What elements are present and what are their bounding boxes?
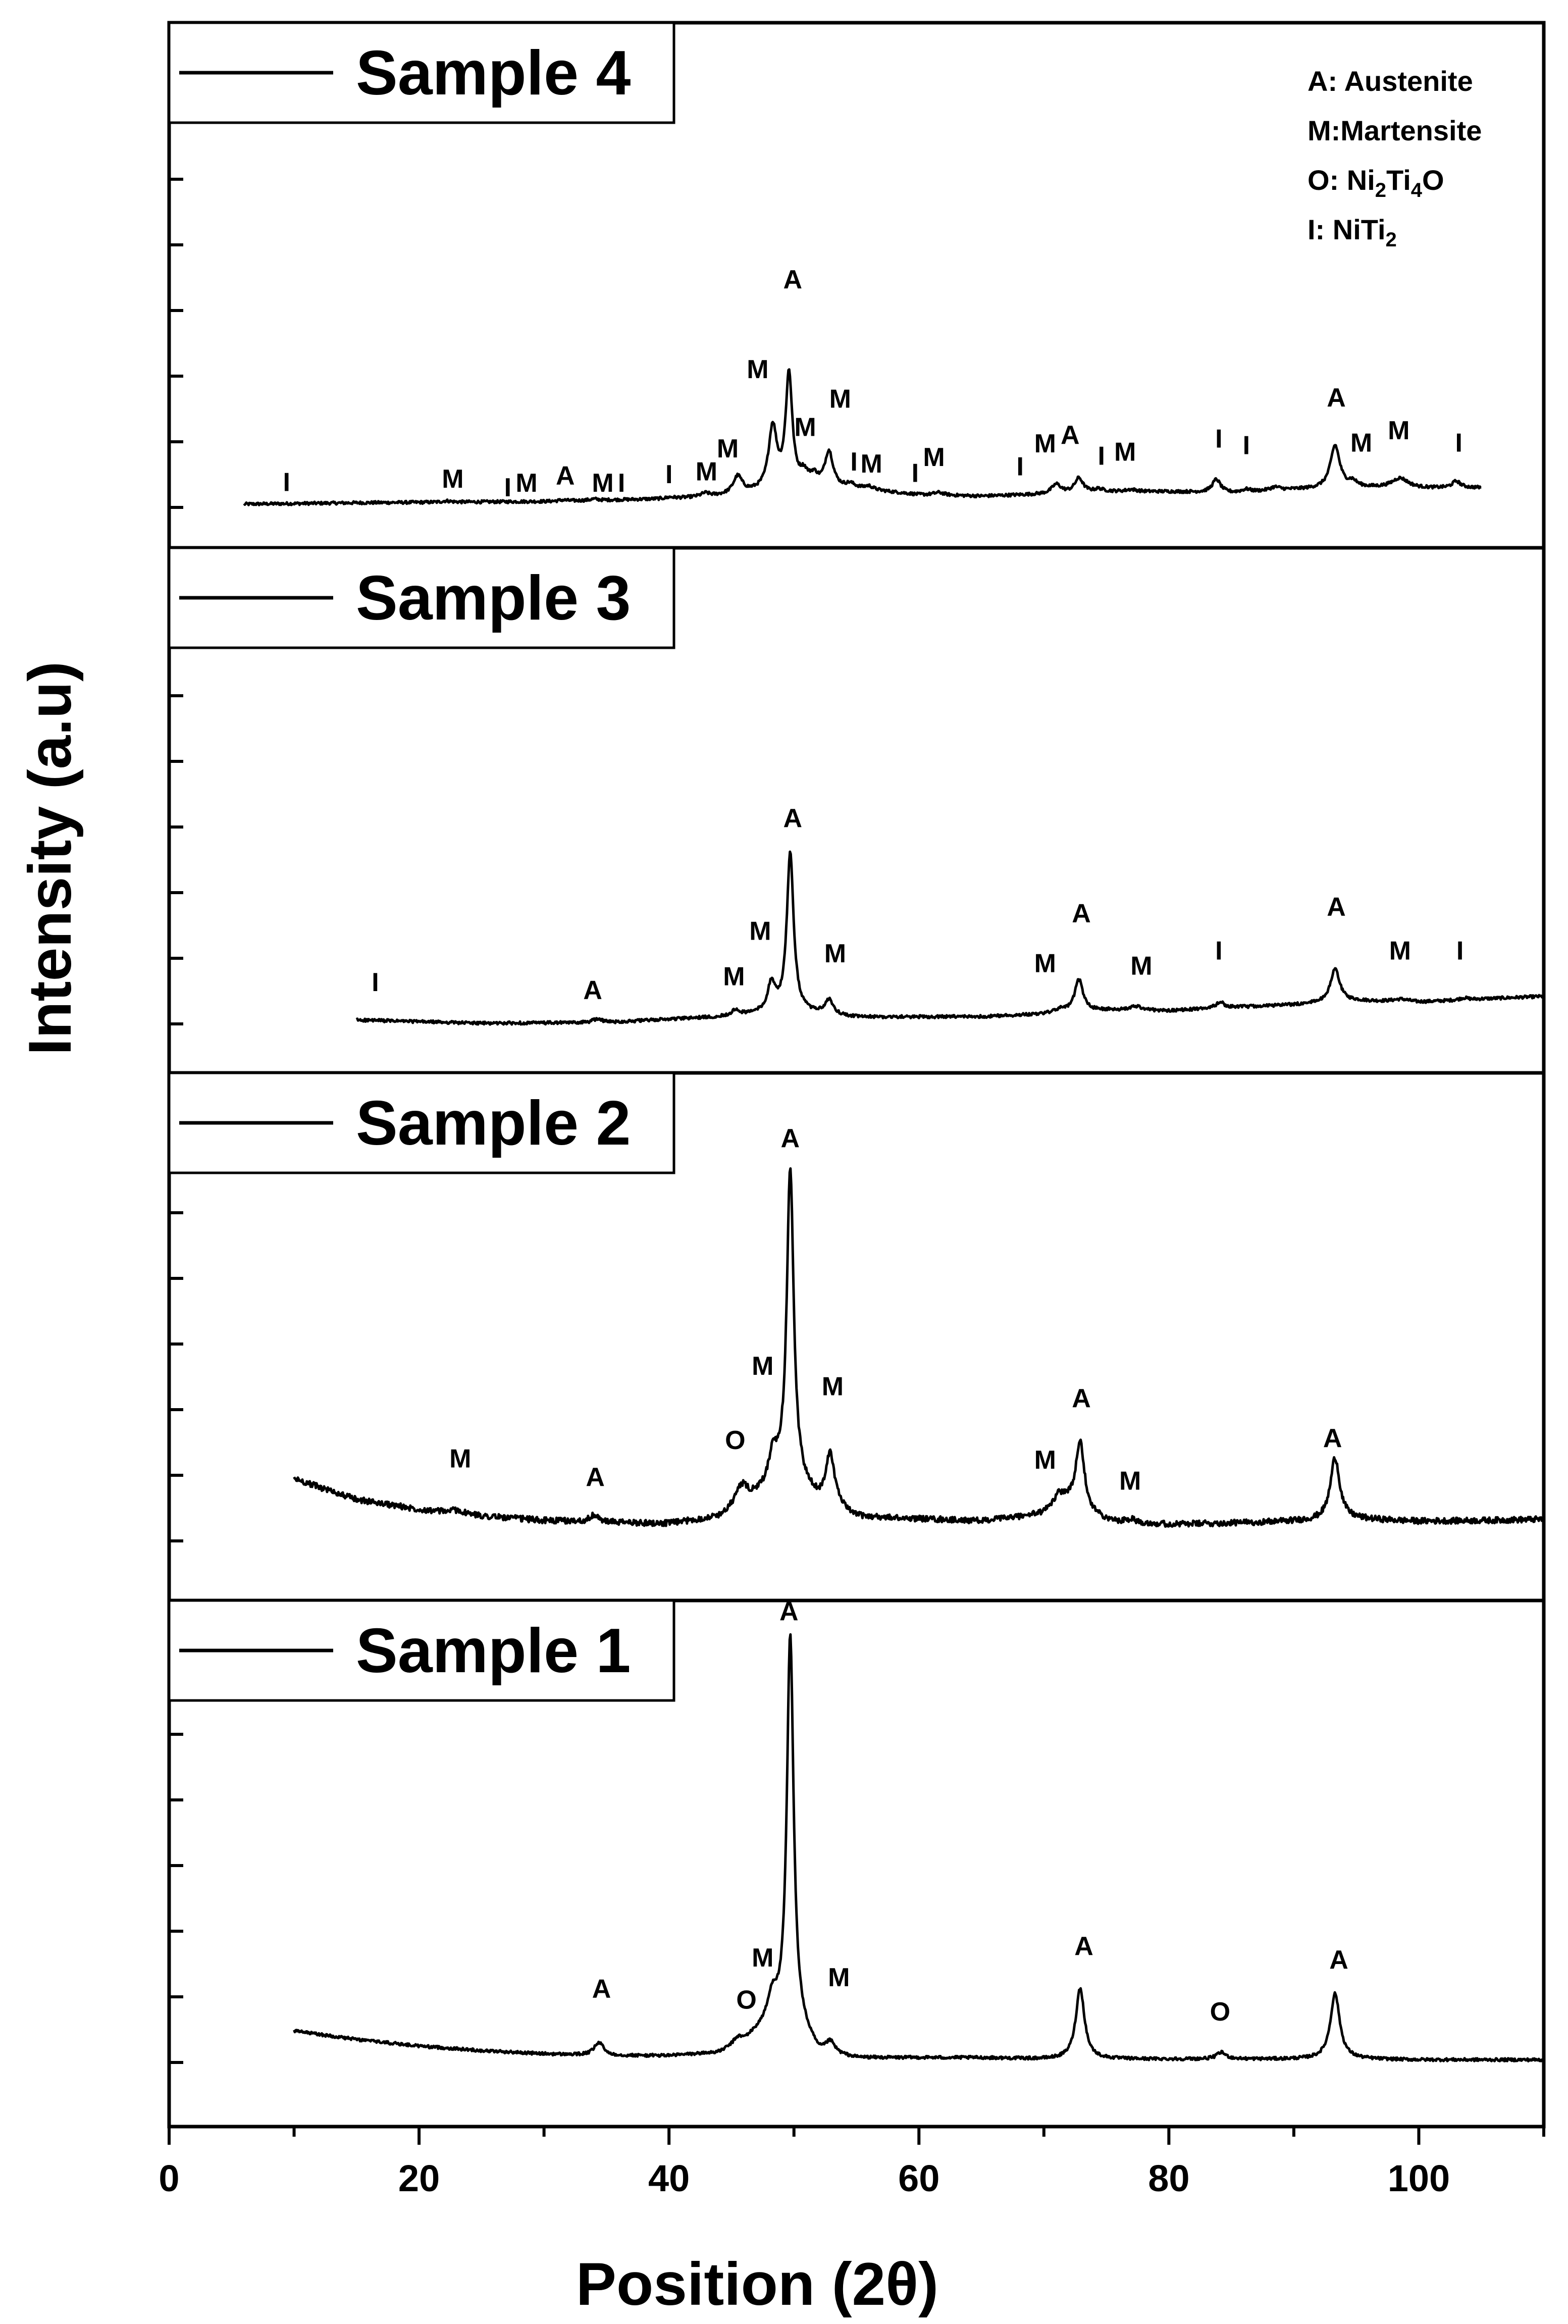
peak-label: I <box>1455 429 1462 458</box>
peak-label: I <box>283 468 290 497</box>
legend: Sample 4 <box>168 21 675 124</box>
y-axis-label: Intensity (a.u) <box>16 661 84 1055</box>
peak-label: A <box>556 461 575 491</box>
peak-label: A <box>783 265 802 294</box>
peak-label: A <box>1074 1932 1093 1961</box>
phase-key-entry: M:Martensite <box>1308 115 1482 146</box>
legend-label: Sample 2 <box>356 1089 631 1158</box>
subscript: 4 <box>1411 179 1423 201</box>
peak-label: I <box>618 469 625 498</box>
peak-label: A <box>1072 1384 1091 1413</box>
x-axis-label: Position (2θ) <box>576 2250 938 2318</box>
x-tick-label: 40 <box>648 2157 690 2199</box>
xrd-trace <box>293 1633 1544 2062</box>
subscript: 2 <box>1375 179 1386 201</box>
peak-label: M <box>794 412 816 442</box>
peak-label: I <box>1243 431 1250 460</box>
peak-label: A <box>1329 1945 1348 1975</box>
xrd-trace <box>293 1167 1544 1528</box>
peak-label: M <box>1034 429 1056 458</box>
peak-label: M <box>828 1963 850 1992</box>
x-tick-label: 20 <box>398 2157 440 2199</box>
legend-label: Sample 1 <box>356 1616 631 1686</box>
peak-label: O <box>736 1985 756 2015</box>
legend: Sample 1 <box>168 1599 675 1702</box>
peak-label: M <box>1388 416 1409 445</box>
peak-label: A <box>592 1974 611 2003</box>
peak-label: A <box>779 1597 799 1626</box>
peak-label: M <box>1350 429 1372 458</box>
peak-label: M <box>829 384 851 414</box>
peak-label: M <box>752 1352 773 1381</box>
peak-label: A <box>1323 1424 1342 1453</box>
peak-label: M <box>723 962 745 991</box>
x-tick-label: 100 <box>1388 2157 1450 2199</box>
peak-label: A <box>781 1124 800 1153</box>
peak-label: M <box>717 434 739 463</box>
peak-label: I <box>1215 937 1222 966</box>
peak-label: A <box>1072 899 1091 928</box>
peak-label: A <box>1327 893 1346 922</box>
peak-label: M <box>1119 1467 1141 1496</box>
peak-label: I <box>372 968 379 997</box>
peak-label: M <box>1389 937 1411 966</box>
peak-label: M <box>822 1372 844 1401</box>
peak-label: M <box>752 1943 773 1973</box>
formula-part: O <box>1422 164 1444 196</box>
x-tick-label: 0 <box>159 2157 179 2199</box>
peak-label: A <box>586 1463 605 1492</box>
legend: Sample 2 <box>168 1071 675 1174</box>
phase-key-entry: A: Austenite <box>1308 65 1473 97</box>
legend-box <box>168 546 675 649</box>
peak-label: M <box>1114 438 1136 467</box>
peak-label: A <box>583 976 602 1005</box>
peak-label: M <box>923 443 945 472</box>
peak-label: M <box>1034 949 1056 978</box>
phase-key-entry: I: NiTi2 <box>1308 214 1397 251</box>
peak-label: M <box>861 449 882 479</box>
subscript: 2 <box>1386 229 1397 251</box>
xrd-trace <box>243 368 1482 506</box>
peak-label: O <box>1210 1997 1230 2027</box>
legend-label: Sample 3 <box>356 563 631 633</box>
peak-label: I <box>850 447 857 477</box>
peak-label: M <box>747 355 768 384</box>
x-tick-label: 60 <box>898 2157 939 2199</box>
peak-label: M <box>1034 1445 1056 1475</box>
peak-label: M <box>592 469 613 498</box>
peak-label: M <box>442 464 463 494</box>
peak-label: I <box>504 473 511 502</box>
peak-label: I <box>1097 442 1105 471</box>
x-tick-label: 80 <box>1148 2157 1189 2199</box>
legend-label: Sample 4 <box>356 38 631 108</box>
legend: Sample 3 <box>168 546 675 649</box>
peak-label: I <box>1017 452 1024 481</box>
peak-label: M <box>824 939 846 968</box>
formula-part: Ti <box>1386 164 1411 196</box>
peak-label: O <box>725 1426 745 1455</box>
peak-label: A <box>783 804 802 833</box>
peak-label: M <box>1130 952 1152 981</box>
peak-label: A <box>1061 421 1080 450</box>
peak-label: M <box>515 469 537 498</box>
peak-label: M <box>749 917 771 946</box>
peak-label: I <box>912 458 919 488</box>
peak-label: I <box>665 460 672 489</box>
peak-label: I <box>1215 425 1222 454</box>
x-axis: 0 20 40 60 80 100 <box>159 2127 1545 2199</box>
peak-label: I <box>1456 937 1464 966</box>
peak-label: A <box>1327 383 1346 412</box>
panel-frame <box>167 1598 1546 2129</box>
xrd-trace <box>355 850 1545 1026</box>
peak-label: M <box>449 1444 471 1473</box>
peak-label: M <box>696 457 717 487</box>
